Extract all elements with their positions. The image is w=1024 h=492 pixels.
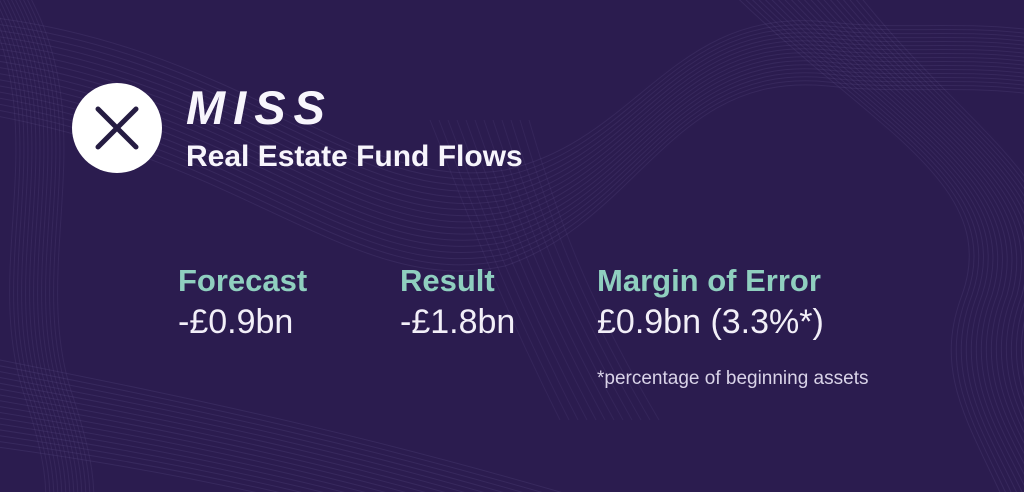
stat-margin-of-error-label: Margin of Error (597, 263, 821, 298)
stat-result-value: -£1.8bn (400, 303, 516, 341)
stat-forecast: Forecast -£0.9bn (178, 263, 307, 341)
title-block: MISS Real Estate Fund Flows (186, 83, 523, 174)
stat-result-label: Result (400, 263, 495, 298)
header: MISS Real Estate Fund Flows (72, 83, 523, 174)
stat-result: Result -£1.8bn (400, 263, 515, 341)
miss-badge (72, 83, 162, 173)
x-icon (95, 106, 139, 150)
status-title: MISS (186, 81, 333, 134)
stat-margin-of-error-value: £0.9bn (3.3%*) (597, 303, 824, 341)
page-title: Real Estate Fund Flows (186, 140, 523, 173)
stat-margin-of-error: Margin of Error £0.9bn (3.3%*) (597, 263, 824, 341)
stat-forecast-label: Forecast (178, 263, 308, 298)
stat-forecast-value: -£0.9bn (178, 303, 294, 341)
footnote: *percentage of beginning assets (597, 368, 869, 389)
